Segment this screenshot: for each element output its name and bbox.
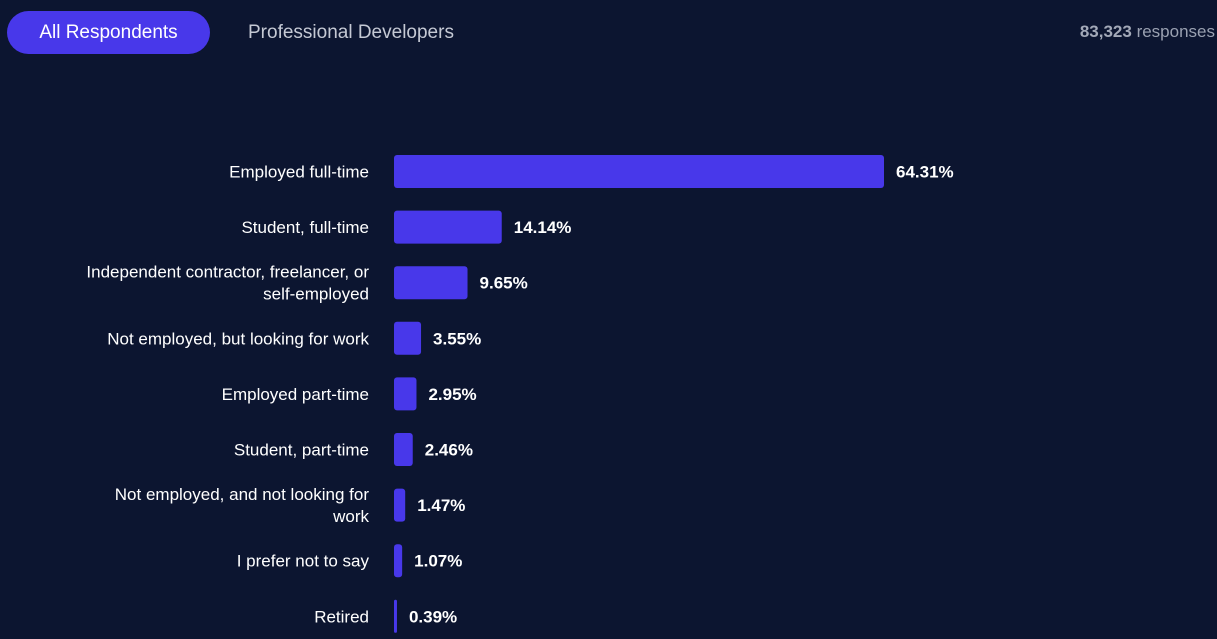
value-label: 1.07% (414, 552, 462, 571)
value-label: 3.55% (433, 329, 481, 348)
bar (394, 599, 397, 633)
category-label: Independent contractor, freelancer, or (86, 263, 369, 282)
tab-all-respondents[interactable]: All Respondents (7, 11, 210, 54)
value-label: 2.46% (425, 441, 473, 460)
bar (394, 210, 502, 244)
category-label: Student, full-time (241, 218, 369, 237)
value-label: 14.14% (514, 218, 572, 237)
category-label: Employed part-time (222, 385, 369, 404)
bar (394, 155, 884, 188)
bar (394, 377, 417, 411)
value-label: 2.95% (428, 385, 476, 404)
category-label: Retired (314, 607, 369, 626)
category-label: Not employed, and not looking for (115, 485, 370, 504)
bar (394, 266, 468, 300)
category-label: Not employed, but looking for work (107, 329, 369, 348)
value-label: 0.39% (409, 607, 457, 626)
bar (394, 544, 403, 578)
category-label: I prefer not to say (237, 552, 370, 571)
category-label: work (332, 507, 369, 526)
category-label: Employed full-time (229, 163, 369, 182)
bar (394, 321, 422, 355)
responses-suffix: responses (1136, 22, 1215, 41)
tab-professional-developers[interactable]: Professional Developers (248, 21, 454, 43)
value-label: 64.31% (896, 163, 954, 182)
responses-number: 83,323 (1079, 22, 1132, 41)
responses-count: 83,323 responses (1080, 22, 1215, 42)
category-label: self-employed (263, 285, 369, 304)
bar (394, 433, 413, 466)
respondent-tabs: All Respondents Professional Developers (7, 11, 484, 54)
bar (394, 488, 406, 522)
category-label: Student, part-time (234, 441, 369, 460)
value-label: 9.65% (480, 274, 528, 293)
value-label: 1.47% (417, 496, 465, 515)
